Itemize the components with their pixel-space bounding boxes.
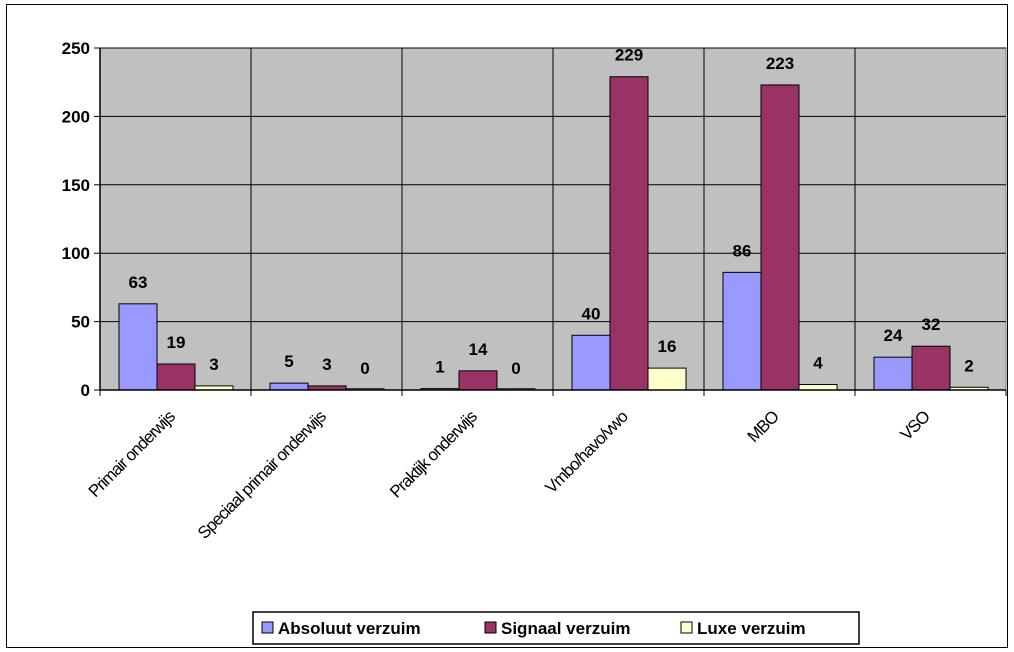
data-label: 229 (615, 46, 643, 65)
data-label: 19 (167, 333, 186, 352)
bar-signaal-verzuim (458, 370, 498, 391)
data-label: 1 (435, 358, 444, 377)
x-category-label: Praktijk onderwijs (386, 407, 481, 502)
data-label: 3 (209, 355, 218, 374)
x-category-label: MBO (744, 407, 783, 446)
x-category-label: Speciaal primair onderwijs (194, 407, 330, 543)
bar-signaal-verzuim (911, 345, 951, 391)
data-label: 4 (813, 354, 823, 373)
y-tick-label: 150 (62, 176, 90, 195)
data-label: 2 (964, 356, 973, 375)
bar-signaal-verzuim (156, 363, 196, 391)
data-label: 14 (469, 340, 488, 359)
data-label: 3 (322, 355, 331, 374)
data-label: 5 (284, 352, 293, 371)
data-label: 24 (884, 326, 903, 345)
x-category-label: Primair onderwijs (85, 407, 179, 501)
legend-label-absoluut-verzuim: Absoluut verzuim (278, 619, 421, 638)
bar-luxe-verzuim (798, 384, 838, 391)
bar-signaal-verzuim (760, 84, 800, 391)
bar-absoluut-verzuim (118, 303, 158, 391)
legend: Absoluut verzuim Signaal verzuim Luxe verz… (252, 611, 860, 645)
data-label: 32 (922, 315, 941, 334)
bar-luxe-verzuim (647, 367, 687, 391)
y-tick-label: 0 (81, 381, 90, 400)
data-label: 86 (733, 241, 752, 260)
data-label: 0 (511, 359, 520, 378)
legend-swatch-signaal-verzuim (484, 621, 497, 634)
data-label: 16 (658, 337, 677, 356)
bars (118, 76, 989, 391)
y-tick-label: 50 (71, 313, 90, 332)
bar-absoluut-verzuim (873, 356, 913, 391)
bar-signaal-verzuim (609, 76, 649, 391)
legend-label-signaal-verzuim: Signaal verzuim (501, 619, 630, 638)
legend-swatch-absoluut-verzuim (261, 621, 274, 634)
y-tick-label: 200 (62, 107, 90, 126)
legend-swatch-luxe-verzuim (680, 621, 693, 634)
x-category-label: VSO (897, 407, 934, 444)
bar-absoluut-verzuim (571, 334, 611, 391)
legend-box (252, 611, 860, 645)
legend-label-luxe-verzuim: Luxe verzuim (697, 619, 806, 638)
data-labels: 63 5 1 40 86 24 19 3 14 229 223 32 3 0 0 16 4 2 (129, 46, 974, 378)
x-category-label: Vmbo/havo/vwo (542, 407, 632, 497)
data-label: 63 (129, 273, 148, 292)
gridlines (100, 47, 1006, 391)
y-tick-label: 100 (62, 244, 90, 263)
y-axis-ticks: 0 50 100 150 200 250 (62, 39, 100, 400)
y-tick-label: 250 (62, 39, 90, 58)
data-label: 0 (360, 359, 369, 378)
x-axis-ticks: Primair onderwijs Speciaal primair onderw… (85, 390, 1007, 543)
data-label: 40 (582, 304, 601, 323)
data-label: 223 (766, 54, 794, 73)
bar-absoluut-verzuim (269, 382, 309, 391)
bar-absoluut-verzuim (722, 271, 762, 391)
